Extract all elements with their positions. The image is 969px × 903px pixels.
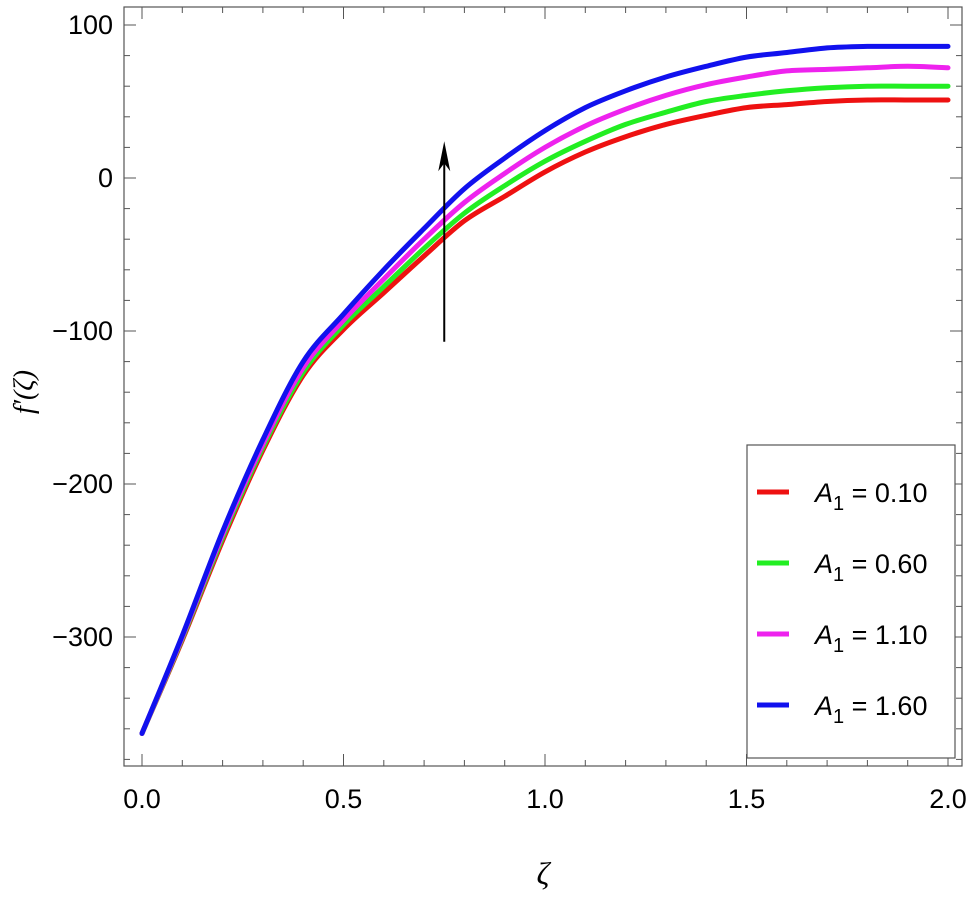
x-tick-label: 1.0 — [526, 784, 564, 814]
trend-arrow — [438, 141, 451, 342]
y-tick-label: −200 — [52, 469, 113, 499]
arrow-head — [438, 141, 451, 172]
x-axis-ticks: 0.0 0.5 1.0 1.5 2.0 — [123, 7, 967, 814]
y-tick-label: −100 — [52, 316, 113, 346]
legend: A1 = 0.10 A1 = 0.60 A1 = 1.10 A1 = 1.60 — [746, 444, 956, 759]
series-lines — [139, 43, 951, 736]
x-tick-label: 2.0 — [929, 784, 967, 814]
legend-label: A1 = 0.10 — [813, 478, 927, 515]
series-line — [139, 43, 951, 736]
plot-frame — [123, 6, 963, 767]
legend-label: A1 = 1.60 — [813, 691, 927, 728]
y-axis-title: f′(ζ) — [9, 370, 40, 414]
y-axis-ticks: 100 0 −100 −200 −300 — [52, 10, 962, 760]
x-axis-title: ζ — [537, 855, 552, 891]
x-tick-label: 1.5 — [728, 784, 766, 814]
x-tick-label: 0.0 — [123, 784, 161, 814]
legend-label: A1 = 0.60 — [813, 549, 927, 586]
x-tick-label: 0.5 — [325, 784, 363, 814]
y-tick-label: 100 — [68, 10, 113, 40]
y-tick-label: −300 — [52, 622, 113, 652]
legend-label: A1 = 1.10 — [813, 620, 927, 657]
y-tick-label: 0 — [98, 163, 113, 193]
